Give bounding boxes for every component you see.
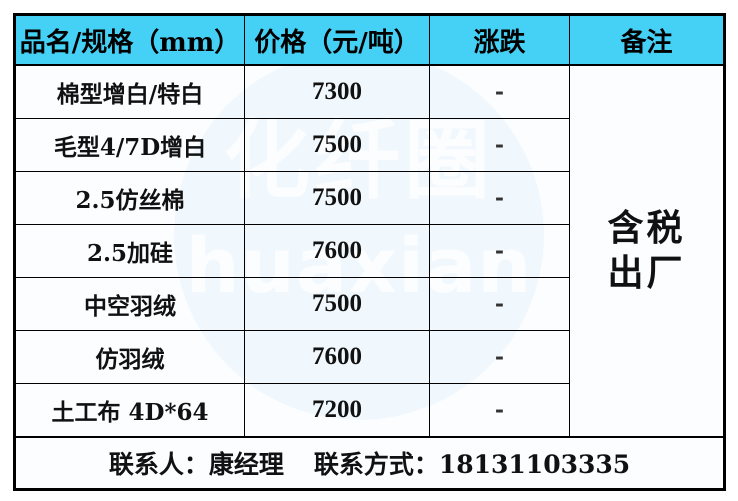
cell-price: 7500 xyxy=(244,277,430,331)
remark-line-1: 含税 xyxy=(607,207,686,249)
column-header-price: 价格（元/吨） xyxy=(244,14,430,66)
cell-change: - xyxy=(429,118,570,172)
cell-price: 7500 xyxy=(244,118,430,172)
cell-price: 7500 xyxy=(244,171,430,225)
cell-product-name: 2.5仿丝棉 xyxy=(14,171,245,225)
cell-product-name: 仿羽绒 xyxy=(14,330,245,384)
cell-product-name: 中空羽绒 xyxy=(14,277,245,331)
cell-price: 7600 xyxy=(244,330,430,384)
cell-change: - xyxy=(429,224,570,278)
table-row: 棉型增白/特白 7300 - 含税 出厂 xyxy=(14,64,725,438)
cell-change: - xyxy=(429,277,570,331)
contact-person-label: 联系人：康经理 xyxy=(108,450,284,479)
cell-price: 7300 xyxy=(244,64,430,119)
table-footer-row: 联系人：康经理 联系方式：18131103335 xyxy=(14,436,725,490)
cell-change: - xyxy=(429,383,570,438)
cell-change: - xyxy=(429,330,570,384)
cell-product-name: 土工布 4D*64 xyxy=(14,383,245,438)
column-header-remark: 备注 xyxy=(569,14,725,66)
remark-line-2: 出厂 xyxy=(607,252,686,294)
price-table: 品名/规格（mm） 价格（元/吨） 涨跌 备注 棉型增白/特白 7300 - 含… xyxy=(13,13,726,491)
table-body: 棉型增白/特白 7300 - 含税 出厂 毛型4/7D增白 7500 - 2.5… xyxy=(14,64,725,490)
cell-contact-info: 联系人：康经理 联系方式：18131103335 xyxy=(14,436,725,490)
cell-product-name: 棉型增白/特白 xyxy=(14,64,245,119)
cell-price: 7200 xyxy=(244,383,430,438)
cell-remark-merged: 含税 出厂 xyxy=(569,64,725,438)
cell-change: - xyxy=(429,171,570,225)
column-header-name: 品名/规格（mm） xyxy=(14,14,245,66)
column-header-change: 涨跌 xyxy=(429,14,570,66)
cell-product-name: 毛型4/7D增白 xyxy=(14,118,245,172)
table-header: 品名/规格（mm） 价格（元/吨） 涨跌 备注 xyxy=(14,14,725,66)
cell-price: 7600 xyxy=(244,224,430,278)
price-table-container: 品名/规格（mm） 价格（元/吨） 涨跌 备注 棉型增白/特白 7300 - 含… xyxy=(13,13,726,491)
cell-product-name: 2.5加硅 xyxy=(14,224,245,278)
table-header-row: 品名/规格（mm） 价格（元/吨） 涨跌 备注 xyxy=(14,14,725,66)
cell-change: - xyxy=(429,64,570,119)
contact-phone-label: 联系方式：18131103335 xyxy=(313,450,631,479)
